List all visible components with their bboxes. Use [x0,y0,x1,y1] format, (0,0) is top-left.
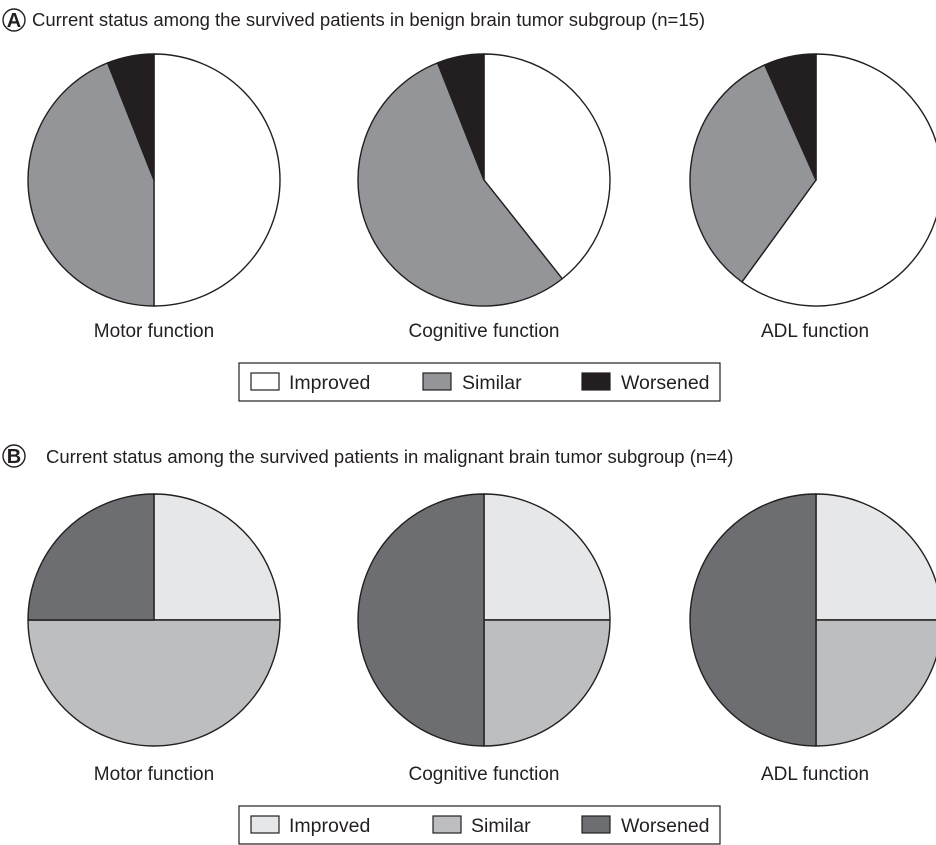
panel-a-pie-label-adl: ADL function [761,321,869,342]
panel-b-legend-swatch-improved [250,815,280,834]
panel-a-adl-function-slice-similar [689,64,817,283]
panel-b-adl-function-slice-improved [815,493,936,621]
panel-a-motor-function-slice-improved [153,53,281,307]
panel-a-legend-similar: Similar [462,372,522,394]
panel-a-letter-circle [2,8,26,32]
panel-b-header: B Current status among the survived pati… [2,444,733,468]
panel-b-motor-function-slice-similar [27,619,281,747]
panel-b-cognitive-function-slice-similar [483,619,611,747]
panel-a-header: A Current status among the survived pati… [2,8,705,32]
panel-a-pie-labels: Motor function Cognitive function ADL fu… [94,321,869,342]
panel-b-pie-label-cognitive: Cognitive function [408,764,559,785]
panel-b-legend: Improved Similar Worsened [238,805,721,845]
panel-b-cognitive-function-slice-improved [483,493,611,621]
panel-b-motor-function-slice-improved [153,493,281,621]
panel-b-legend-swatch-similar [432,815,462,834]
panel-b-legend-similar: Similar [471,815,531,837]
panel-b-letter-circle [2,444,26,468]
panel-a-title: Current status among the survived patien… [32,9,705,30]
panel-b-legend-worsened: Worsened [621,815,710,837]
panel-b-title: Current status among the survived patien… [46,446,733,467]
panel-a-legend-swatch-improved [250,372,280,391]
panel-b-pie-labels: Motor function Cognitive function ADL fu… [94,764,869,785]
panel-a-pie-label-cognitive: Cognitive function [408,321,559,342]
panel-a-pie-label-motor: Motor function [94,321,214,342]
panel-a-motor-function-slice-worsened [106,53,155,181]
panel-a-pies [27,53,936,307]
panel-a-adl-function-slice-worsened [764,53,817,181]
panel-b-letter: B [7,446,21,468]
panel-b-legend-box [238,805,721,845]
panel-a-motor-function-slice-similar [27,62,155,307]
panel-b-adl-function-slice-worsened [689,493,817,747]
panel-a-legend-worsened: Worsened [621,372,710,394]
panel-a-legend-improved: Improved [289,372,370,394]
panel-a-cognitive-function-slice-worsened [436,53,485,181]
panel-a-legend-box [238,362,721,402]
panel-a-legend-swatch-worsened [581,372,611,391]
panel-a-legend-swatch-similar [422,372,452,391]
panel-b-legend-swatch-worsened [581,815,611,834]
panel-b-adl-function-slice-similar [815,619,936,747]
panel-b-pies [27,493,936,747]
panel-a-cognitive-function-slice-similar [357,62,563,307]
panel-b-pie-label-motor: Motor function [94,764,214,785]
panel-a-cognitive-function-slice-improved [483,53,611,280]
panel-b-pie-label-adl: ADL function [761,764,869,785]
panel-b-legend-improved: Improved [289,815,370,837]
panel-a-legend: Improved Similar Worsened [238,362,721,402]
panel-b-cognitive-function-slice-worsened [357,493,485,747]
panel-b-motor-function-slice-worsened [27,493,155,621]
panel-a-letter: A [7,10,21,32]
